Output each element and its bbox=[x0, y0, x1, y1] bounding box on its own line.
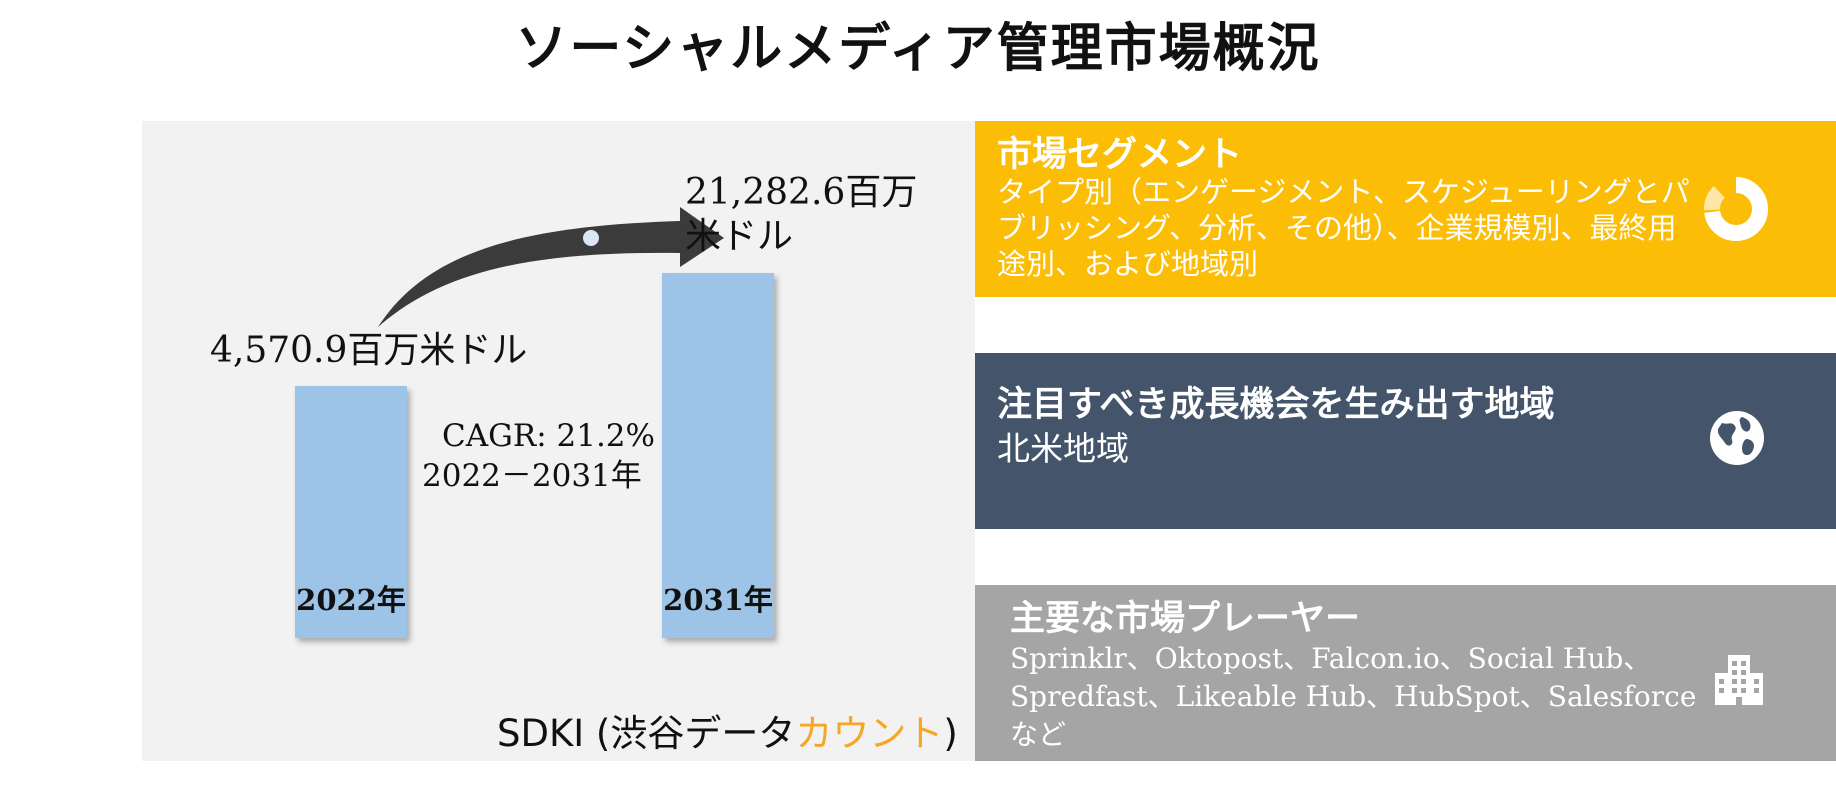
bar-label-2022: 2022年 bbox=[296, 583, 406, 617]
source-suffix: ) bbox=[943, 712, 958, 755]
region-box: 注目すべき成長機会を生み出す地域 北米地域 bbox=[975, 353, 1836, 529]
segment-text: タイプ別（エンゲージメント、スケジューリングとパブリッシング、分析、その他）、企… bbox=[997, 175, 1690, 281]
value-label-2031: 21,282.6百万 米ドル bbox=[685, 171, 917, 259]
growth-arrow bbox=[378, 207, 724, 327]
chart-panel: 4,570.9百万米ドル 21,282.6百万 米ドル CAGR: 21.2% … bbox=[142, 121, 975, 761]
globe-icon bbox=[1710, 411, 1764, 465]
bar-2031 bbox=[662, 273, 774, 638]
source-accent: カウント bbox=[795, 712, 944, 755]
cagr-rate: CAGR: 21.2% bbox=[442, 418, 655, 454]
cagr-label: CAGR: 21.2% 2022－2031年 bbox=[422, 416, 862, 496]
building-icon bbox=[1715, 655, 1763, 705]
value-label-2022: 4,570.9百万米ドル bbox=[210, 330, 528, 371]
bar-label-2031: 2031年 bbox=[663, 583, 773, 617]
players-box: 主要な市場プレーヤー Sprinklr、Oktopost、Falcon.io、S… bbox=[975, 585, 1836, 761]
cagr-period: 2022－2031年 bbox=[422, 458, 642, 494]
donut-chart-icon bbox=[1704, 177, 1768, 241]
arrow-dot bbox=[583, 230, 599, 246]
segment-box: 市場セグメント タイプ別（エンゲージメント、スケジューリングとパブリッシング、分… bbox=[975, 121, 1836, 297]
region-text: 北米地域 bbox=[997, 429, 1129, 468]
page-title: ソーシャルメディア管理市場概況 bbox=[515, 18, 1321, 79]
source-credit: SDKI (渋谷データカウント) bbox=[497, 703, 958, 757]
region-heading: 注目すべき成長機会を生み出す地域 bbox=[997, 384, 1555, 425]
players-heading: 主要な市場プレーヤー bbox=[1010, 598, 1361, 639]
bar-2022 bbox=[295, 386, 407, 638]
value-label-2031-line-2: 米ドル bbox=[685, 216, 794, 257]
players-text: Sprinklr、Oktopost、Falcon.io、Social Hub、S… bbox=[1010, 642, 1697, 751]
segment-heading: 市場セグメント bbox=[997, 134, 1243, 175]
value-label-2031-line-1: 21,282.6百万 bbox=[685, 172, 918, 213]
source-prefix: SDKI (渋谷データ bbox=[497, 712, 796, 755]
chart-svg bbox=[295, 207, 774, 638]
